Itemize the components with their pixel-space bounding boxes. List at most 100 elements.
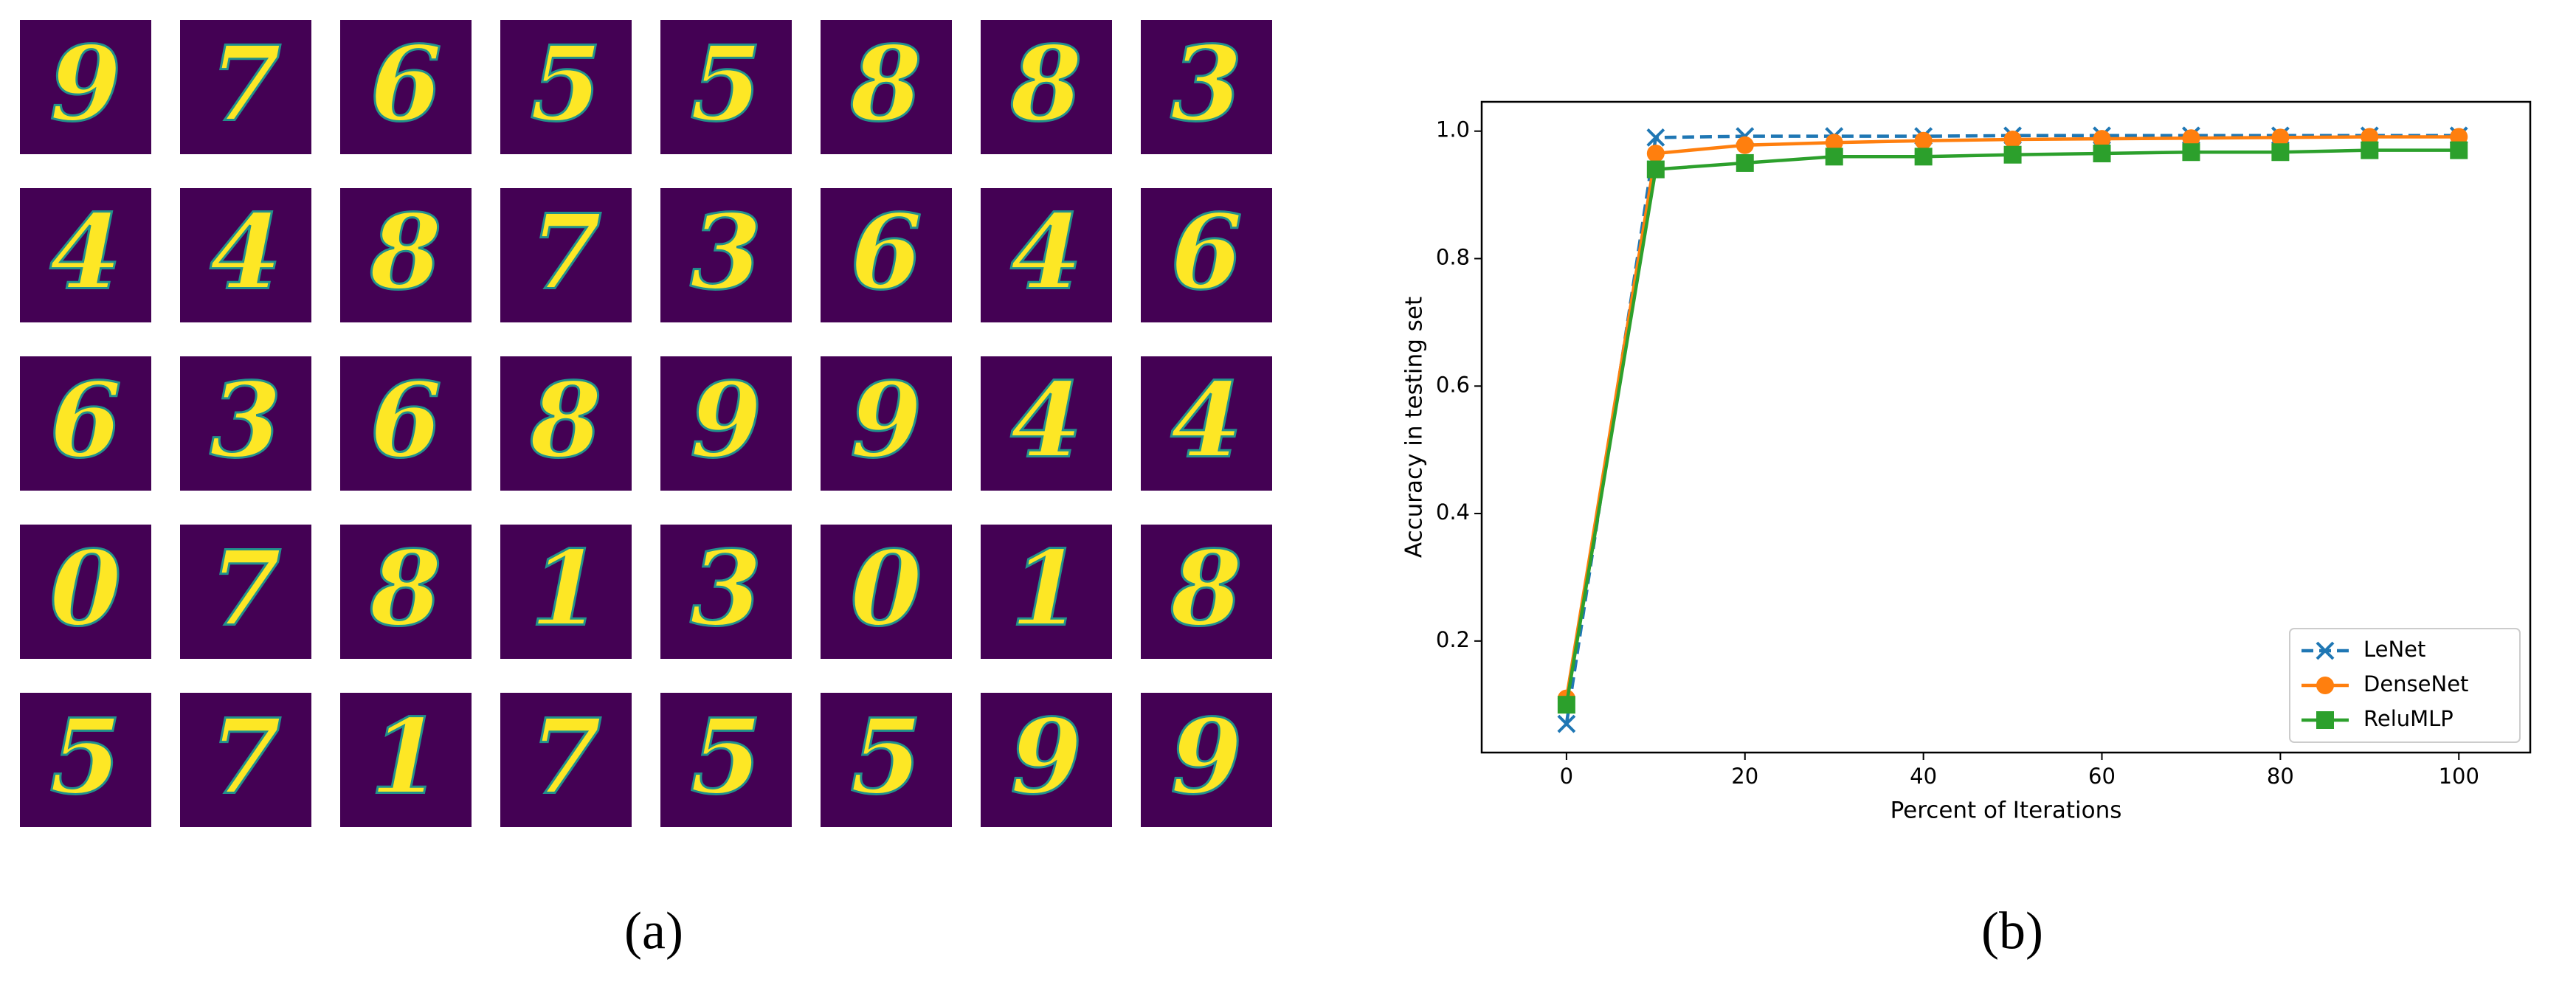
digit-tile bbox=[1141, 356, 1272, 491]
digit-tile bbox=[821, 356, 952, 491]
digit-tile bbox=[20, 188, 151, 322]
digit-tile bbox=[1141, 525, 1272, 659]
point bbox=[1557, 714, 1576, 733]
digit: 9 bbox=[850, 361, 922, 482]
caption-b: (b) bbox=[1981, 902, 2043, 961]
point bbox=[1646, 144, 1665, 162]
digit-tile bbox=[180, 525, 311, 659]
digit: 5 bbox=[690, 697, 762, 818]
digit: 5 bbox=[850, 697, 922, 818]
y-tick-label: 0.2 bbox=[1436, 627, 1470, 652]
digit: 7 bbox=[210, 697, 281, 818]
digit-tile bbox=[821, 20, 952, 154]
digit-tile bbox=[340, 693, 472, 827]
digit-tile bbox=[981, 20, 1112, 154]
digit: 6 bbox=[370, 361, 441, 482]
point bbox=[2093, 130, 2111, 148]
point bbox=[2450, 141, 2468, 159]
digit-tile bbox=[500, 188, 632, 322]
digit: 9 bbox=[690, 361, 762, 482]
digit: 6 bbox=[370, 24, 441, 145]
digit: 7 bbox=[210, 529, 281, 650]
point bbox=[2182, 143, 2200, 162]
digit-tile bbox=[180, 356, 311, 491]
digit-tile bbox=[500, 356, 632, 491]
y-tick-label: 0.8 bbox=[1436, 245, 1470, 270]
digit-tile bbox=[1141, 188, 1272, 322]
digit: 8 bbox=[369, 529, 441, 650]
digit: 6 bbox=[850, 193, 922, 314]
caption-a: (a) bbox=[624, 902, 683, 961]
point bbox=[2361, 141, 2379, 159]
digit-tile bbox=[340, 188, 472, 322]
digit-tile bbox=[20, 20, 151, 154]
point bbox=[2271, 143, 2290, 162]
point bbox=[1914, 148, 1933, 166]
digit: 9 bbox=[1010, 697, 1082, 818]
digit: 4 bbox=[49, 193, 121, 314]
digit-tile bbox=[821, 693, 952, 827]
digit: 6 bbox=[49, 361, 121, 482]
point bbox=[1736, 153, 1754, 172]
series-line bbox=[1564, 148, 2459, 705]
digit-tile bbox=[20, 525, 151, 659]
digit: 1 bbox=[530, 529, 601, 650]
digit: 7 bbox=[530, 697, 601, 818]
digit: 4 bbox=[1010, 361, 1082, 482]
digit-tile bbox=[660, 525, 792, 659]
series-line bbox=[1564, 135, 2459, 699]
legend-marker bbox=[2316, 641, 2335, 660]
digit: 8 bbox=[529, 361, 601, 482]
point bbox=[2003, 145, 2022, 164]
digit: 1 bbox=[370, 697, 441, 818]
digit-tile bbox=[340, 525, 472, 659]
digit-tile bbox=[180, 188, 311, 322]
x-tick-label: 40 bbox=[1910, 764, 1937, 789]
digit-tile bbox=[981, 188, 1112, 322]
digit: 3 bbox=[210, 361, 281, 482]
legend-marker bbox=[2316, 677, 2334, 694]
digit: 8 bbox=[369, 193, 441, 314]
point bbox=[1825, 148, 1843, 166]
digit-tile bbox=[20, 356, 151, 491]
digit-tile bbox=[660, 20, 792, 154]
point bbox=[2450, 128, 2468, 146]
digit: 5 bbox=[530, 24, 601, 145]
point bbox=[1825, 134, 1843, 152]
digit-tile bbox=[1141, 693, 1272, 827]
point bbox=[1646, 128, 1665, 147]
digit-tile bbox=[981, 693, 1112, 827]
digit-tile bbox=[340, 20, 472, 154]
point bbox=[2361, 128, 2379, 146]
digit-tile bbox=[660, 188, 792, 322]
digit: 4 bbox=[1170, 361, 1242, 482]
digit-tile bbox=[500, 693, 632, 827]
digit: 7 bbox=[530, 193, 601, 314]
point bbox=[2003, 130, 2022, 148]
digit: 5 bbox=[49, 697, 121, 818]
legend-marker bbox=[2316, 711, 2334, 729]
x-tick-label: 100 bbox=[2439, 764, 2479, 789]
digit: 6 bbox=[1170, 193, 1242, 314]
digit: 4 bbox=[210, 193, 281, 314]
digit: 3 bbox=[690, 193, 762, 314]
digit-tile bbox=[180, 20, 311, 154]
point bbox=[2093, 144, 2111, 162]
legend-label: LeNet bbox=[2363, 637, 2425, 662]
digit: 3 bbox=[690, 529, 762, 650]
digit: 8 bbox=[849, 24, 922, 145]
plot-frame bbox=[1480, 100, 2532, 754]
y-tick-label: 1.0 bbox=[1436, 117, 1470, 142]
y-tick-label: 0.4 bbox=[1436, 499, 1470, 525]
x-axis-label: Percent of Iterations bbox=[1890, 798, 2122, 824]
digit: 9 bbox=[1170, 697, 1242, 818]
x-tick-label: 80 bbox=[2267, 764, 2294, 789]
digit: 3 bbox=[1170, 24, 1242, 145]
legend-label: ReluMLP bbox=[2363, 706, 2454, 731]
digit: 9 bbox=[49, 24, 121, 145]
digit: 4 bbox=[1010, 193, 1082, 314]
digit: 8 bbox=[1170, 529, 1242, 650]
x-tick-label: 0 bbox=[1560, 764, 1573, 789]
legend-label: DenseNet bbox=[2363, 671, 2468, 696]
